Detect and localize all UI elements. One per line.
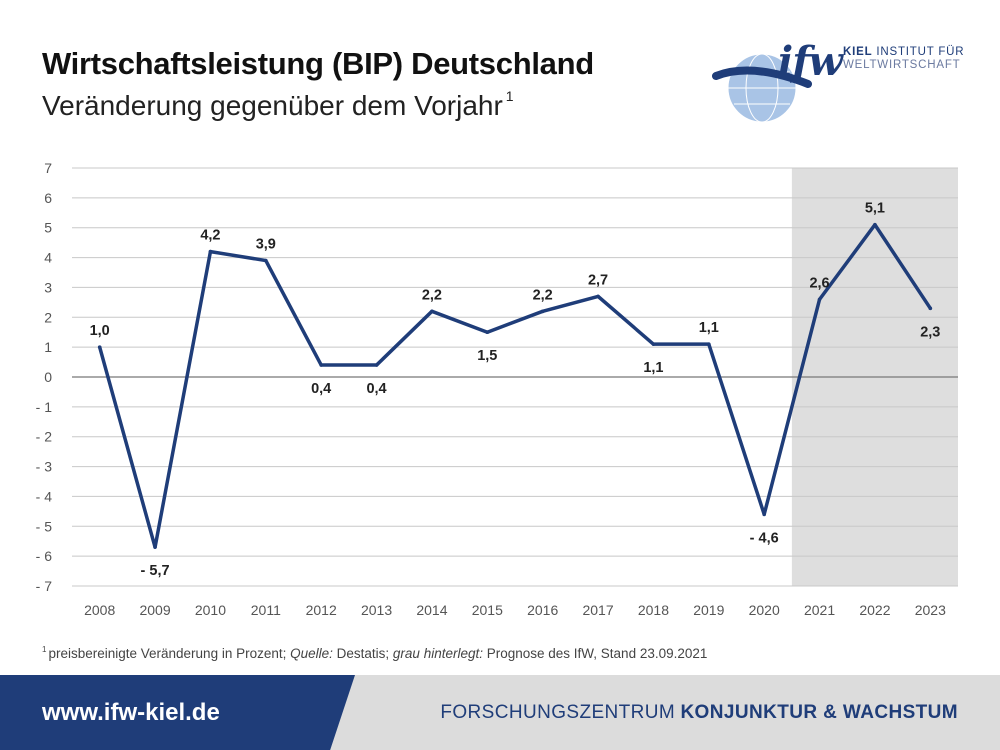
data-label: 1,0 [90, 323, 110, 339]
chart-title: Wirtschaftsleistung (BIP) Deutschland [42, 46, 594, 81]
gdp-line-chart: 7 6 5 4 3 2 1 0 - 1 - 2 - 3 - 4 - 5 - 6 - 7 2008 2009 20… [36, 160, 958, 618]
data-point [374, 363, 379, 367]
subtitle-footnote-mark: 1 [505, 88, 514, 104]
x-tick-label: 2019 [693, 602, 724, 618]
x-tick-label: 2013 [361, 602, 392, 618]
data-label: 1,5 [477, 348, 497, 364]
data-point [596, 294, 600, 299]
subtitle-text: Veränderung gegenüber dem Vorjahr [42, 90, 503, 121]
x-tick-label: 2023 [915, 602, 946, 618]
y-tick-label: 0 [44, 369, 52, 385]
x-tick-label: 2014 [416, 602, 447, 618]
data-label: 2,7 [588, 272, 608, 288]
y-tick-label: 1 [44, 339, 52, 355]
website-link[interactable]: www.ifw-kiel.de [42, 699, 220, 726]
research-center-regular: FORSCHUNGSZENTRUM [440, 702, 676, 723]
x-tick-label: 2015 [472, 602, 503, 618]
data-point [264, 258, 268, 263]
data-label: - 5,7 [141, 563, 170, 579]
data-point [485, 330, 490, 335]
data-point [817, 297, 822, 302]
x-tick-label: 2020 [749, 602, 780, 618]
data-label: 2,6 [809, 275, 829, 291]
y-tick-label: - 5 [36, 518, 53, 534]
y-tick-label: - 2 [36, 429, 53, 445]
footnote-source-label: Quelle: [290, 646, 333, 661]
data-point [707, 342, 711, 346]
footer-blue-panel [0, 675, 355, 750]
footnote-source: Destatis; [332, 646, 393, 661]
logo-institut-fuer: INSTITUT FÜR [876, 46, 965, 58]
data-label: - 4,6 [750, 530, 779, 546]
chart-footnote: 1 preisbereinigte Veränderung in Prozent;… [42, 645, 707, 661]
data-point [97, 345, 102, 349]
footnote-shade-text: Prognose des IfW, Stand 23.09.2021 [482, 646, 708, 661]
data-point [153, 545, 157, 549]
data-label: 2,3 [920, 324, 940, 340]
data-point [430, 309, 434, 314]
y-tick-label: 4 [44, 250, 52, 266]
x-tick-label: 2016 [527, 602, 558, 618]
research-center-bold: KONJUNKTUR & WACHSTUM [680, 702, 958, 723]
chart-subtitle: Veränderung gegenüber dem Vorjahr 1 [42, 88, 514, 122]
logo-ifw-lettering: ifw [778, 38, 843, 85]
research-center-label: FORSCHUNGSZENTRUM KONJUNKTUR & WACHSTUM [440, 702, 958, 724]
ifw-logo[interactable]: ifw KIEL INSTITUT FÜR WELTWIRTSCHAFT [712, 36, 982, 132]
data-point [762, 512, 766, 517]
data-point [873, 222, 877, 227]
x-tick-label: 2010 [195, 602, 226, 618]
gdp-series-line [97, 222, 933, 549]
x-tick-label: 2011 [251, 602, 281, 618]
data-point [651, 342, 656, 346]
data-point [208, 249, 213, 254]
data-label: 3,9 [256, 237, 276, 253]
data-label: 1,1 [699, 320, 719, 336]
data-label: 1,1 [643, 360, 663, 376]
logo-weltwirtschaft: WELTWIRTSCHAFT [843, 59, 961, 71]
y-tick-label: 2 [44, 309, 52, 325]
y-tick-label: - 4 [36, 488, 53, 504]
footer-bar: www.ifw-kiel.de FORSCHUNGSZENTRUM KONJUN… [0, 675, 1000, 750]
y-tick-label: 7 [44, 160, 52, 176]
y-tick-label: 5 [44, 220, 52, 236]
y-tick-label: 3 [44, 279, 52, 295]
logo-kiel: KIEL [843, 46, 873, 58]
footnote-shade-label: grau hinterlegt: [392, 646, 483, 661]
data-label: 0,4 [311, 381, 331, 397]
logo-institute-name: KIEL INSTITUT FÜR WELTWIRTSCHAFT [843, 46, 964, 72]
footnote-text: preisbereinigte Veränderung in Prozent; [48, 646, 291, 661]
data-label: 2,2 [422, 287, 442, 303]
data-label: 4,2 [200, 228, 220, 244]
x-tick-label: 2021 [804, 602, 835, 618]
x-tick-label: 2017 [582, 602, 613, 618]
y-tick-label: - 7 [36, 578, 53, 594]
data-label: 0,4 [366, 381, 386, 397]
x-tick-label: 2022 [859, 602, 890, 618]
x-tick-label: 2008 [84, 602, 115, 618]
data-point [540, 309, 545, 314]
x-tick-label: 2009 [139, 602, 170, 618]
x-tick-label: 2018 [638, 602, 669, 618]
data-label: 5,1 [865, 201, 885, 217]
y-tick-label: - 6 [36, 548, 53, 564]
x-tick-label: 2012 [306, 602, 337, 618]
globe-icon [712, 53, 812, 123]
footnote-mark: 1 [42, 645, 47, 654]
data-point [319, 363, 323, 367]
y-tick-label: 6 [44, 190, 52, 206]
data-label: 2,2 [533, 287, 553, 303]
data-point [928, 306, 933, 311]
y-tick-label: - 1 [36, 399, 53, 415]
y-tick-label: - 3 [36, 459, 53, 475]
